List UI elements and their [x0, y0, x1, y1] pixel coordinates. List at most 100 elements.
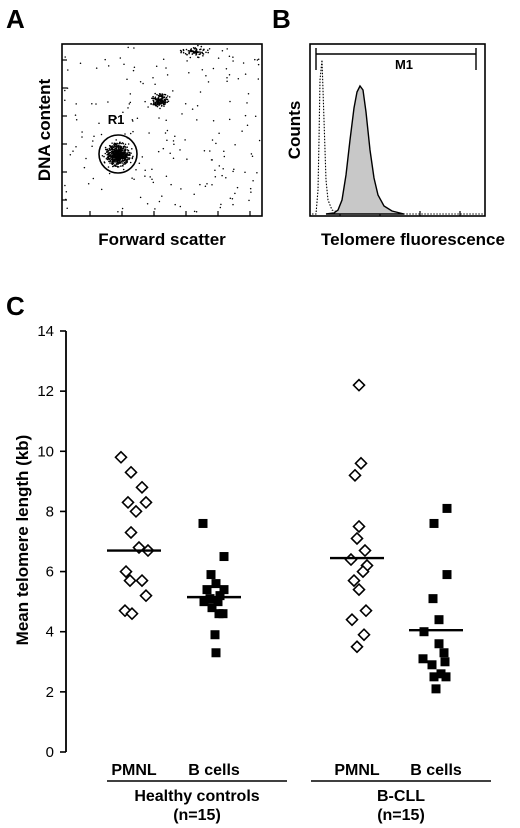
panel-a-dot — [197, 44, 199, 47]
panel-a-dot — [199, 183, 201, 186]
panel-a-dot — [191, 53, 194, 55]
panel-a-dot — [226, 48, 228, 50]
panel-a-dot — [186, 53, 188, 56]
panel-a-dot — [252, 180, 254, 182]
panel-a-dot — [124, 133, 126, 135]
panel-a-ylabel: DNA content — [35, 79, 54, 182]
panel-a-dot — [64, 89, 66, 92]
panel-a-dot — [123, 163, 125, 165]
panel-a-dot — [111, 155, 114, 157]
panel-a-dot — [251, 155, 254, 158]
panel-a-dot — [206, 182, 208, 185]
panel-a-dot — [257, 63, 260, 66]
panel-a-dot — [100, 133, 103, 136]
panel-a-dot — [244, 171, 246, 173]
panel-a-dot — [184, 139, 186, 141]
panel-a-dot — [218, 165, 221, 167]
panel-a-dot — [212, 120, 215, 122]
panel-a-dot — [205, 74, 207, 77]
panel-a-dot — [123, 146, 125, 149]
panel-a-dot — [128, 158, 130, 161]
panel-a-dot — [162, 147, 165, 150]
pmnl-point — [121, 495, 135, 510]
panel-a-dot — [136, 117, 139, 120]
b-cell-point — [207, 603, 217, 613]
panel-a-dot — [237, 77, 240, 80]
panel-a-dot — [104, 152, 107, 155]
panel-a-dot — [217, 57, 220, 59]
y-tick-label: 6 — [46, 564, 54, 581]
panel-a-dot — [105, 148, 107, 151]
panel-a-dot — [115, 151, 118, 153]
panel-a-dot — [200, 48, 202, 50]
panel-a-dot — [170, 183, 172, 186]
panel-a-dot — [121, 142, 124, 144]
panel-a-dot — [106, 148, 108, 151]
panel-a-dot — [204, 185, 207, 187]
panel-a-dot — [196, 104, 199, 107]
panel-a-dot — [132, 130, 134, 133]
panel-a-dot — [120, 151, 123, 154]
panel-a-yticks — [62, 59, 67, 201]
panel-a-dot — [246, 102, 248, 104]
panel-a-dot — [166, 139, 168, 142]
panel-a-dot — [122, 111, 124, 114]
panel-a-dot — [155, 65, 158, 68]
panel-a-dot — [117, 166, 119, 168]
pmnl-point — [125, 607, 139, 621]
panel-a-dot — [256, 59, 259, 61]
panel-a-dot — [158, 95, 160, 98]
panel-a-dot — [123, 145, 126, 147]
panel-a-dot — [118, 157, 120, 159]
panel-a-dot — [120, 153, 123, 155]
panel-a-dot — [121, 162, 124, 164]
panel-a-dot — [83, 166, 86, 169]
panel-a-dot — [158, 200, 161, 203]
pmnl-point — [135, 573, 149, 588]
panel-a-dot — [131, 118, 134, 121]
panel-a-dot — [225, 67, 228, 70]
panel-a-dot — [179, 205, 182, 208]
panel-a-dot — [207, 81, 210, 83]
panel-a-dot — [199, 51, 201, 53]
panel-a-dot — [92, 140, 94, 142]
panel-a-dot — [154, 92, 156, 95]
panel-a-dot — [158, 117, 160, 119]
panel-a-dot — [115, 117, 118, 119]
panel-a-dot — [139, 196, 142, 199]
panel-a-dot — [129, 101, 132, 104]
panel-a-dot — [103, 161, 106, 163]
panel-a-dot — [126, 152, 129, 155]
pmnl-point — [344, 552, 358, 567]
b-cell-point — [419, 627, 429, 637]
series-label: PMNL — [334, 762, 380, 779]
panel-a-dot — [193, 193, 195, 196]
b-cell-point — [198, 518, 208, 528]
panel-a-xlabel: Forward scatter — [98, 230, 226, 249]
panel-a-dot — [64, 99, 66, 101]
marker-m1-label: M1 — [395, 57, 413, 72]
panel-a-dot — [118, 143, 120, 145]
panel-a-dot — [152, 102, 155, 105]
panel-a-dot — [123, 152, 125, 155]
panel-a-dot — [122, 156, 124, 158]
y-tick-label: 10 — [37, 443, 54, 460]
b-cell-point — [442, 503, 452, 513]
pmnl-point — [356, 564, 370, 579]
y-tick-label: 14 — [37, 323, 54, 340]
panel-a-dot — [123, 159, 126, 162]
pmnl-point — [347, 573, 361, 588]
panel-a-dot — [123, 158, 126, 160]
panel-a-dot — [244, 114, 247, 117]
panel-a-dot — [104, 146, 107, 149]
panel-a-dot — [119, 147, 121, 149]
panel-a-dot — [112, 150, 115, 152]
panel-a-dot — [152, 77, 154, 79]
panel-a-dot — [197, 56, 199, 58]
panel-a-dot — [151, 168, 153, 170]
panel-a-dot — [241, 130, 243, 132]
panel-a-dot — [115, 145, 118, 148]
pmnl-point — [124, 525, 138, 540]
b-cell-point — [429, 518, 439, 528]
